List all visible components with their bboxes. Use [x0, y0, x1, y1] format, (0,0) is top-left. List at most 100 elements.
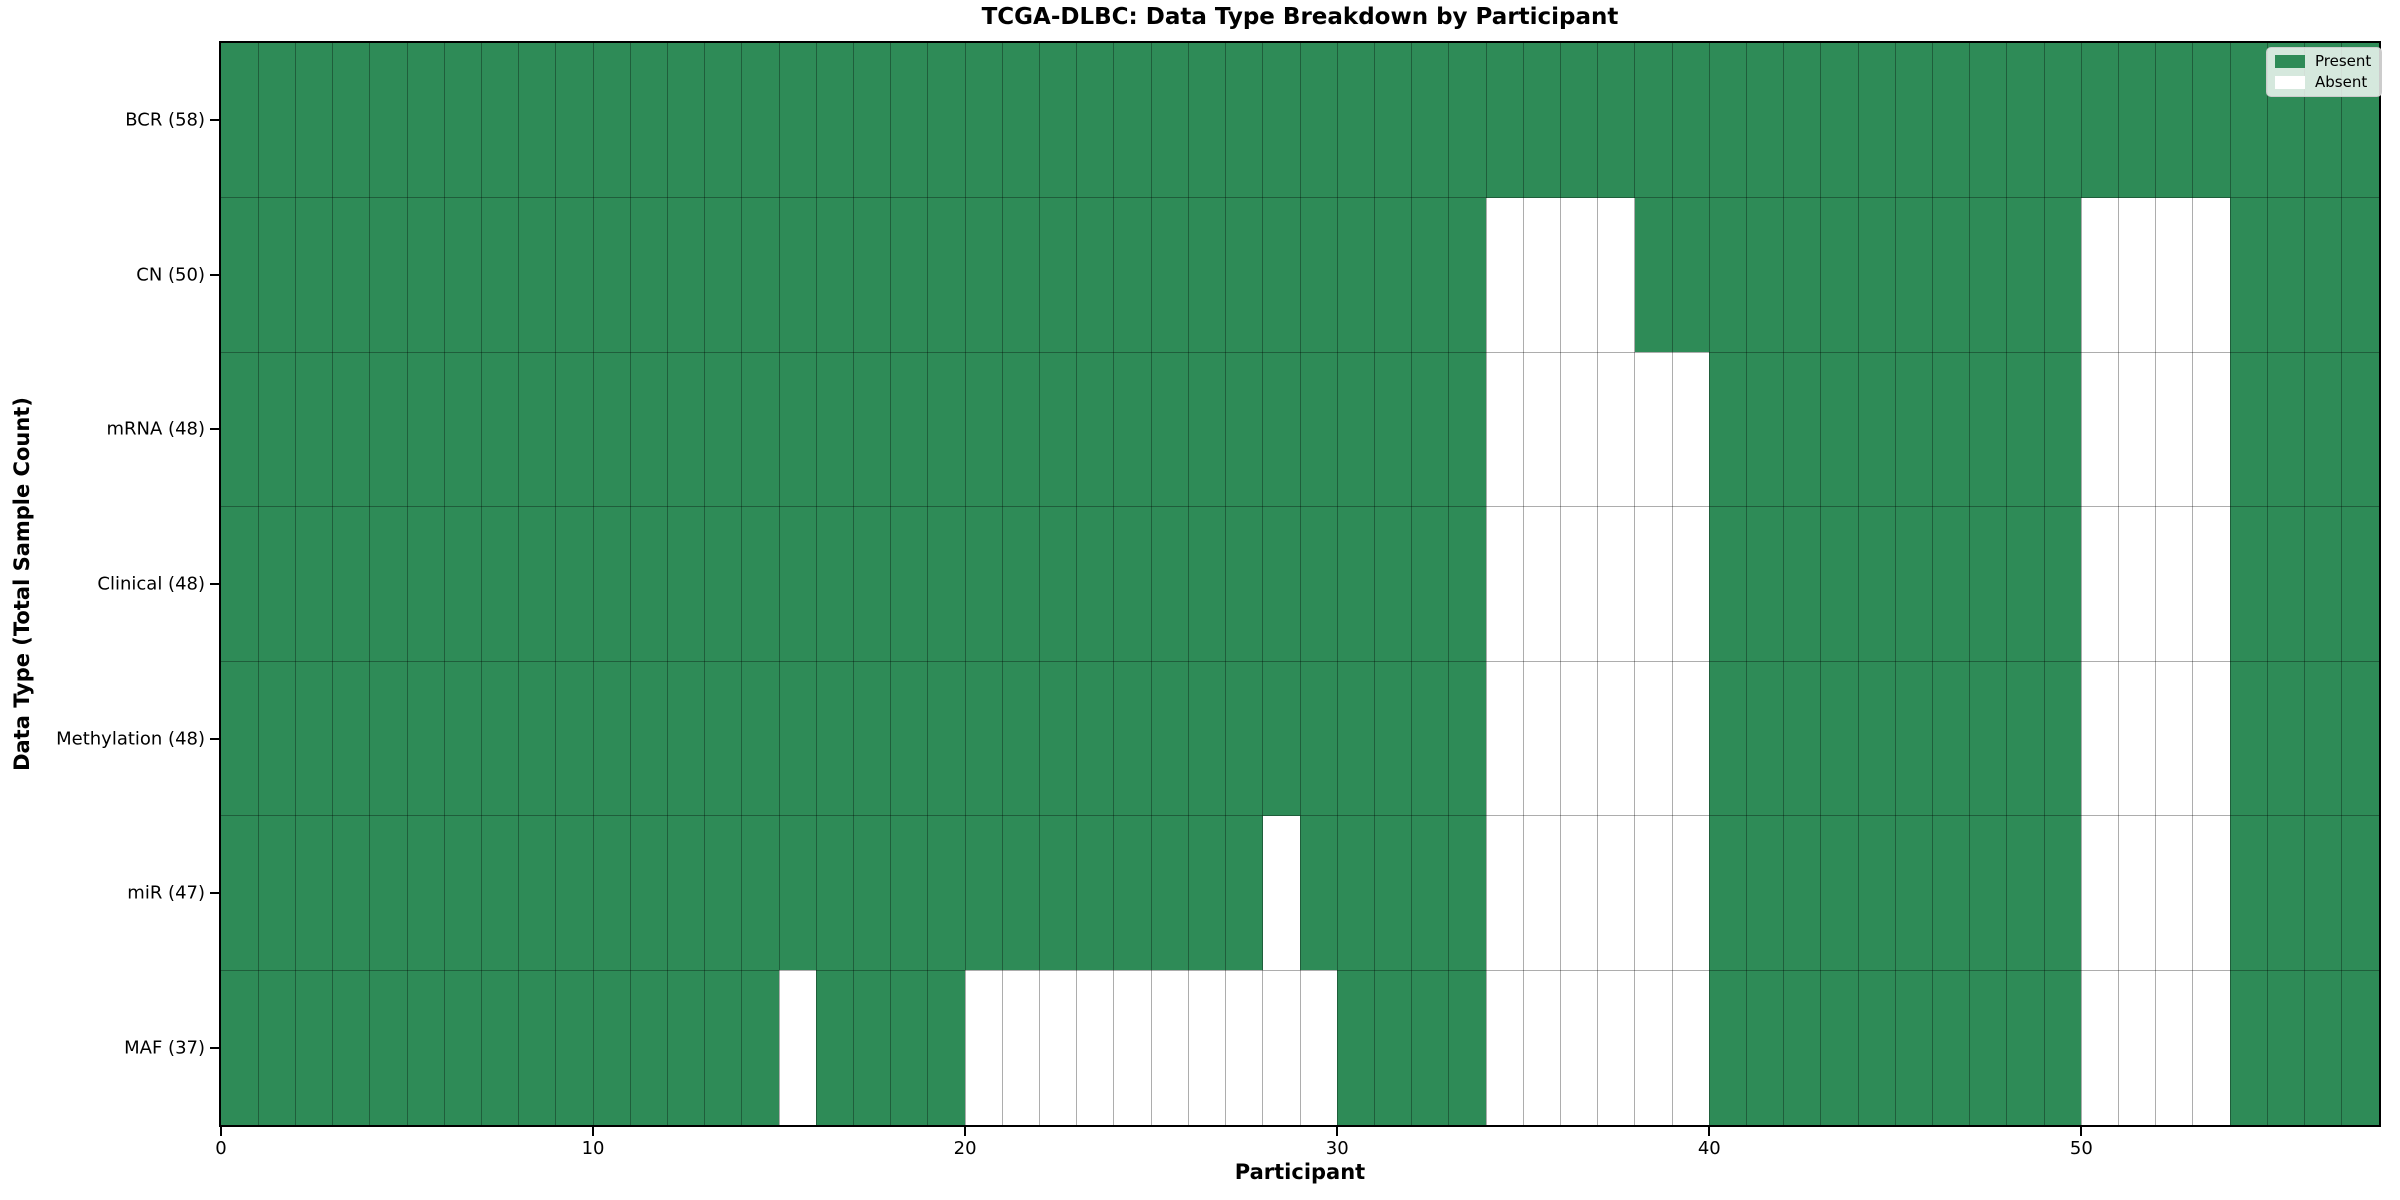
grid-line-vertical	[1634, 43, 1636, 1125]
y-tick-mark	[210, 892, 219, 895]
y-tick-mark	[210, 428, 219, 431]
x-tick-label: 30	[1325, 1138, 1349, 1159]
absent-cell-MAF-38	[1634, 970, 1673, 1125]
grid-line-vertical	[1262, 43, 1264, 1125]
absent-cell-mRNA-52	[2155, 352, 2193, 507]
grid-line-vertical	[1708, 43, 1710, 1125]
grid-line-vertical	[2080, 43, 2082, 1125]
absent-cell-miR-51	[2118, 815, 2156, 971]
absent-cell-MAF-36	[1560, 970, 1598, 1125]
grid-line-horizontal	[221, 660, 2379, 662]
legend: Present Absent	[2266, 47, 2383, 97]
absent-cell-miR-53	[2192, 815, 2231, 971]
y-tick-mark	[210, 273, 219, 276]
grid-line-vertical	[555, 43, 557, 1125]
grid-line-vertical	[1411, 43, 1413, 1125]
absent-cell-mRNA-39	[1672, 352, 1710, 507]
x-tick-mark	[964, 1127, 967, 1136]
grid-line-vertical	[1597, 43, 1599, 1125]
absent-cell-miR-28	[1262, 815, 1300, 971]
grid-line-vertical	[1857, 43, 1859, 1125]
absent-cell-MAF-24	[1113, 970, 1152, 1125]
absent-cell-CN-53	[2192, 197, 2231, 353]
absent-cell-MAF-25	[1151, 970, 1189, 1125]
grid-line-vertical	[592, 43, 594, 1125]
grid-line-vertical	[1969, 43, 1971, 1125]
grid-line-vertical	[964, 43, 966, 1125]
absent-cell-MAF-27	[1225, 970, 1263, 1125]
y-tick-label: BCR (58)	[125, 109, 205, 131]
grid-line-vertical	[2118, 43, 2120, 1125]
absent-cell-Methylation-51	[2118, 661, 2156, 816]
grid-line-vertical	[1448, 43, 1450, 1125]
grid-line-vertical	[2043, 43, 2045, 1125]
absent-cell-Clinical-35	[1523, 506, 1561, 662]
y-tick-mark	[210, 737, 219, 740]
absent-cell-mRNA-51	[2118, 352, 2156, 507]
grid-line-vertical	[853, 43, 855, 1125]
absent-cell-mRNA-34	[1486, 352, 1524, 507]
absent-cell-CN-50	[2081, 197, 2119, 353]
grid-line-vertical	[1373, 43, 1375, 1125]
grid-line-vertical	[1150, 43, 1152, 1125]
absent-cell-MAF-20	[965, 970, 1003, 1125]
absent-cell-mRNA-53	[2192, 352, 2231, 507]
grid-line-vertical	[1039, 43, 1041, 1125]
grid-line-vertical	[629, 43, 631, 1125]
absent-cell-CN-52	[2155, 197, 2193, 353]
grid-line-vertical	[1820, 43, 1822, 1125]
grid-line-vertical	[1225, 43, 1227, 1125]
absent-cell-Clinical-50	[2081, 506, 2119, 662]
y-tick-mark	[210, 119, 219, 122]
absent-cell-MAF-35	[1523, 970, 1561, 1125]
absent-cell-Clinical-53	[2192, 506, 2231, 662]
absent-cell-Clinical-37	[1597, 506, 1635, 662]
grid-line-vertical	[332, 43, 334, 1125]
y-tick-label: miR (47)	[127, 882, 205, 904]
absent-cell-Clinical-36	[1560, 506, 1598, 662]
grid-line-vertical	[1113, 43, 1115, 1125]
grid-line-vertical	[890, 43, 892, 1125]
grid-line-horizontal	[221, 506, 2379, 508]
y-tick-label: CN (50)	[136, 264, 205, 286]
grid-line-vertical	[778, 43, 780, 1125]
grid-line-vertical	[1559, 43, 1561, 1125]
x-tick-label: 40	[1697, 1138, 1721, 1159]
absent-cell-Clinical-38	[1634, 506, 1673, 662]
grid-line-vertical	[2229, 43, 2231, 1125]
absent-cell-MAF-53	[2192, 970, 2231, 1125]
grid-line-vertical	[741, 43, 743, 1125]
absent-cell-Methylation-35	[1523, 661, 1561, 816]
absent-cell-MAF-37	[1597, 970, 1635, 1125]
grid-line-vertical	[1745, 43, 1747, 1125]
x-tick-label: 50	[2069, 1138, 2093, 1159]
absent-cell-Methylation-36	[1560, 661, 1598, 816]
absent-cell-CN-35	[1523, 197, 1561, 353]
grid-line-vertical	[518, 43, 520, 1125]
x-tick-mark	[220, 1127, 222, 1136]
absent-cell-mRNA-50	[2081, 352, 2119, 507]
legend-item-present: Present	[2275, 54, 2371, 69]
grid-line-vertical	[1671, 43, 1673, 1125]
grid-line-vertical	[294, 43, 296, 1125]
grid-line-vertical	[815, 43, 817, 1125]
y-axis-label: Data Type (Total Sample Count)	[10, 397, 34, 771]
present-swatch	[2275, 55, 2305, 68]
x-axis-label: Participant	[1234, 1160, 1366, 1184]
absent-cell-Clinical-52	[2155, 506, 2193, 662]
absent-cell-Clinical-34	[1486, 506, 1524, 662]
absent-cell-mRNA-37	[1597, 352, 1635, 507]
absent-cell-miR-34	[1486, 815, 1524, 971]
absent-cell-Methylation-39	[1672, 661, 1710, 816]
grid-line-horizontal	[221, 351, 2379, 353]
grid-line-vertical	[1336, 43, 1338, 1125]
x-tick-label: 20	[953, 1138, 977, 1159]
absent-cell-miR-35	[1523, 815, 1561, 971]
y-tick-label: mRNA (48)	[106, 418, 206, 440]
grid-line-horizontal	[221, 815, 2379, 817]
grid-line-vertical	[1001, 43, 1003, 1125]
absent-cell-miR-38	[1634, 815, 1673, 971]
grid-line-vertical	[1187, 43, 1189, 1125]
grid-line-horizontal	[221, 969, 2379, 971]
